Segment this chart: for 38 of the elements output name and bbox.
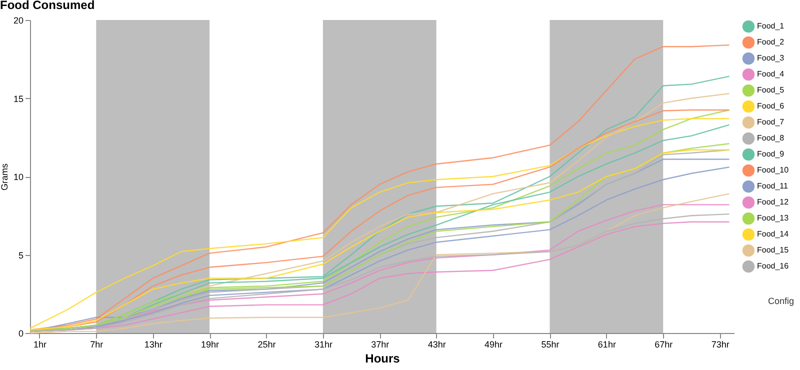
x-tick-label: 67hr — [654, 340, 673, 350]
legend-label: Food_1 — [757, 22, 785, 30]
y-tick-label: 15 — [13, 94, 24, 104]
chart-title: Food Consumed — [0, 0, 95, 12]
legend-label: Food_2 — [757, 38, 785, 46]
x-tick-label: 31hr — [314, 340, 332, 350]
legend-label: Food_11 — [757, 182, 789, 190]
text: Config — [766, 296, 795, 306]
legend-label: Food_5 — [757, 86, 785, 94]
x-tick-label: 1hr — [33, 340, 46, 350]
legend-label: Food_8 — [757, 134, 785, 142]
x-axis-title: Hours — [365, 352, 400, 366]
x-tick-label: 49hr — [484, 340, 503, 350]
x-tick-label: 25hr — [258, 340, 276, 350]
y-tick-label: 10 — [13, 172, 24, 182]
legend-label: Food_3 — [757, 54, 785, 62]
legend-label: Food_9 — [757, 150, 785, 158]
legend-label: Food_16 — [757, 262, 790, 270]
legend-label: Food_13 — [757, 214, 790, 222]
x-tick-label: 61hr — [598, 340, 616, 350]
legend-label: Food_12 — [757, 198, 790, 206]
x-tick-label: 13hr — [144, 340, 162, 350]
legend-label: Food_15 — [757, 246, 790, 254]
x-tick-label: 19hr — [201, 340, 220, 350]
legend-label: Food_10 — [757, 166, 790, 174]
x-tick-label: 55hr — [541, 340, 560, 350]
legend-label: Food_4 — [757, 70, 785, 78]
y-tick-label: 0 — [18, 328, 24, 338]
x-tick-label: 7hr — [90, 340, 104, 350]
y-axis-title: Grams — [0, 163, 10, 190]
y-tick-label: 20 — [13, 16, 24, 26]
legend-label: Food_14 — [757, 230, 790, 238]
x-tick-label: 73hr — [711, 340, 730, 350]
x-tick-label: 43hr — [428, 340, 446, 350]
legend-label: Food_7 — [757, 118, 785, 126]
x-tick-label: 37hr — [371, 340, 390, 350]
legend-label: Food_6 — [757, 102, 785, 110]
y-tick-label: 5 — [18, 250, 24, 260]
